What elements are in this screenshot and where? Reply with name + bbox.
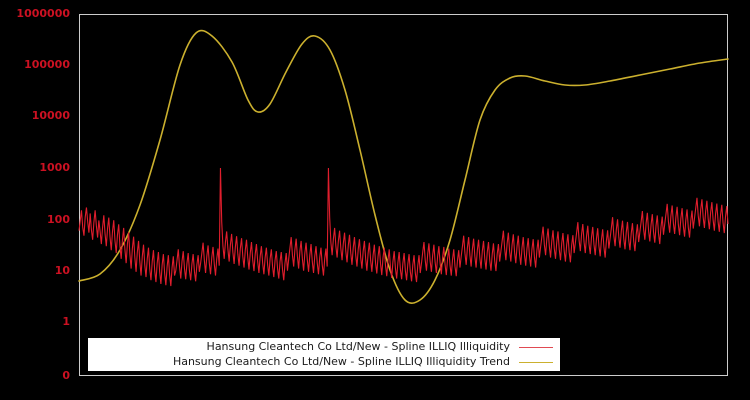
legend-swatch-illiquidity bbox=[519, 346, 553, 348]
legend-swatch-trend bbox=[519, 361, 553, 363]
plot-frame bbox=[79, 14, 728, 376]
legend-entry-illiquidity[interactable]: Hansung Cleantech Co Ltd/New - Spline IL… bbox=[88, 340, 560, 355]
illiquidity-line bbox=[78, 167, 729, 287]
legend-label-trend: Hansung Cleantech Co Ltd/New - Spline IL… bbox=[172, 355, 510, 368]
series-layer bbox=[78, 29, 729, 304]
trend-line bbox=[78, 29, 729, 304]
legend-label-illiquidity: Hansung Cleantech Co Ltd/New - Spline IL… bbox=[206, 340, 510, 353]
legend[interactable]: Hansung Cleantech Co Ltd/New - Spline IL… bbox=[88, 338, 560, 371]
legend-entry-trend[interactable]: Hansung Cleantech Co Ltd/New - Spline IL… bbox=[88, 355, 560, 370]
